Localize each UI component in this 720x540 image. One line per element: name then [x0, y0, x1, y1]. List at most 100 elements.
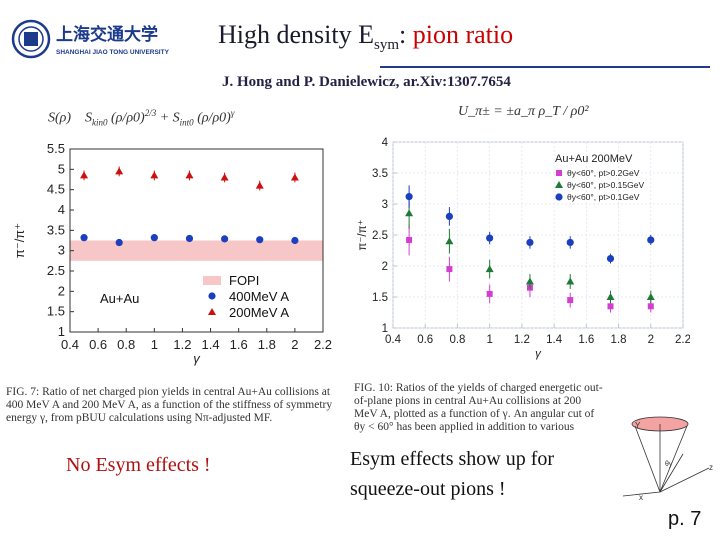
- page-title: High density Esym: pion ratio: [218, 20, 514, 53]
- pion-potential-formula: U_π± = ±a_π ρ_T / ρ0²: [458, 104, 589, 119]
- x-tick-label: 1: [486, 334, 492, 346]
- legend-marker: [208, 292, 216, 300]
- data-point: [566, 277, 575, 285]
- data-point: [80, 234, 88, 242]
- x-tick-label: 1.8: [258, 337, 276, 352]
- annotation-au-au: Au+Au: [100, 291, 139, 306]
- x-tick-label: 2: [291, 337, 298, 352]
- data-point: [185, 171, 194, 179]
- y-tick-label: 3: [382, 199, 388, 211]
- y-tick-label: 1: [58, 324, 65, 339]
- data-point: [607, 303, 614, 310]
- figure-10-caption: FIG. 10: Ratios of the yields of charged…: [354, 382, 603, 433]
- y-tick-label: 1.5: [47, 304, 65, 319]
- data-point: [405, 192, 413, 201]
- x-tick-label: 1.6: [230, 337, 248, 352]
- legend-label: θy<60°, pt>0.1GeV: [567, 192, 640, 202]
- fopi-band: [70, 240, 323, 261]
- y-tick-label: 4.5: [47, 182, 65, 197]
- x-tick-label: 0.6: [89, 337, 107, 352]
- legend-fopi-label: FOPI: [229, 273, 259, 288]
- page-number: p. 7: [668, 508, 702, 530]
- legend-fopi-swatch: [203, 276, 221, 285]
- logo-emblem-icon: [11, 19, 51, 59]
- data-point: [606, 293, 615, 300]
- data-point: [255, 181, 264, 189]
- figure-7-caption: FIG. 7: Ratio of net charged pion yields…: [6, 386, 333, 424]
- data-point: [150, 234, 158, 242]
- data-point: [445, 237, 454, 245]
- y-tick-label: 2: [382, 261, 388, 273]
- y-tick-label: 5.5: [47, 141, 65, 156]
- x-tick-label: 1.8: [611, 334, 627, 346]
- x-tick-label: 0.6: [417, 334, 433, 346]
- inset-label-y: Y: [635, 421, 641, 430]
- citation: J. Hong and P. Danielewicz, ar.Xiv:1307.…: [222, 74, 511, 90]
- data-point: [486, 234, 494, 242]
- logo-chinese-name: 上海交通大学: [56, 24, 158, 44]
- y-tick-label: 2: [58, 283, 65, 298]
- pion-ratio-chart-right: 0.4 0.6 0.8 1 1.2 1.4 1.6 1.8 2 2.2 1 1.5 2 2.5 3 3.5 4 γ…: [357, 137, 690, 360]
- data-point: [446, 266, 453, 273]
- data-point: [445, 212, 453, 220]
- x-tick-label: 1.2: [173, 337, 191, 352]
- title-underline: [380, 66, 710, 68]
- legend-title: Au+Au 200MeV: [555, 153, 633, 165]
- x-axis-label: γ: [535, 348, 542, 360]
- x-tick-label: 1: [151, 337, 158, 352]
- legend-label: 200MeV A: [229, 305, 289, 320]
- y-axis-label: π⁻/π⁺: [357, 219, 369, 250]
- university-logo: 上海交通大学 SHANGHAI JIAO TONG UNIVERSITY: [11, 19, 170, 59]
- legend-label: 400MeV A: [229, 289, 289, 304]
- y-tick-label: 2.5: [372, 230, 388, 242]
- pion-ratio-chart-left: 0.4 0.6 0.8 1 1.2 1.4 1.6 1.8 2 2.2 1 1.5 2 2.5 3 3.5 4 4…: [12, 141, 332, 366]
- data-point: [567, 297, 574, 304]
- data-point: [185, 234, 194, 243]
- x-tick-label: 1.6: [578, 334, 594, 346]
- data-point: [646, 293, 655, 300]
- legend-marker: [555, 193, 563, 201]
- y-axis-label: π⁻/π⁺: [12, 223, 27, 258]
- legend-marker: [208, 308, 216, 315]
- data-point: [606, 254, 615, 263]
- logo-english-name: SHANGHAI JIAO TONG UNIVERSITY: [56, 49, 170, 56]
- plot-frame: [69, 148, 324, 333]
- no-esym-note: No Esym effects !: [66, 454, 211, 476]
- data-point: [256, 236, 264, 244]
- data-point: [406, 236, 413, 243]
- y-tick-label: 4: [58, 202, 65, 217]
- x-tick-label: 2.2: [675, 334, 690, 346]
- x-tick-label: 1.2: [514, 334, 530, 346]
- symmetry-energy-formula: S(ρ) Skin0 (ρ/ρ0)2/3 + Sint0 (ρ/ρ0)γ: [48, 108, 235, 128]
- inset-label-z: z: [709, 463, 713, 472]
- data-point: [291, 236, 299, 245]
- y-tick-label: 4: [382, 137, 389, 149]
- angle-geometry-inset: Y z x θy: [622, 416, 713, 502]
- series-0: [80, 234, 299, 247]
- title-highlight: pion ratio: [412, 20, 514, 49]
- y-tick-label: 1: [382, 323, 388, 335]
- y-tick-label: 1.5: [372, 292, 388, 304]
- y-tick-label: 2.5: [47, 263, 65, 278]
- x-tick-label: 2: [648, 334, 654, 346]
- data-point: [405, 209, 414, 217]
- data-point: [485, 265, 494, 273]
- x-tick-label: 0.8: [117, 337, 135, 352]
- x-tick-label: 0.8: [449, 334, 465, 346]
- data-point: [115, 167, 124, 175]
- data-point: [647, 303, 654, 310]
- y-tick-label: 3.5: [372, 168, 388, 180]
- x-tick-label: 1.4: [202, 337, 220, 352]
- x-tick-label: 2.2: [314, 337, 332, 352]
- data-point: [486, 290, 493, 297]
- y-tick-label: 5: [58, 161, 65, 176]
- series-1: [80, 166, 299, 191]
- series-1: [405, 197, 655, 304]
- data-point: [290, 173, 299, 181]
- inset-label-theta: θy: [665, 461, 673, 468]
- x-tick-label: 0.4: [61, 337, 79, 352]
- y-tick-label: 3: [58, 243, 65, 258]
- legend-marker: [555, 181, 563, 188]
- data-point: [221, 235, 229, 243]
- x-tick-label: 1.4: [546, 334, 563, 346]
